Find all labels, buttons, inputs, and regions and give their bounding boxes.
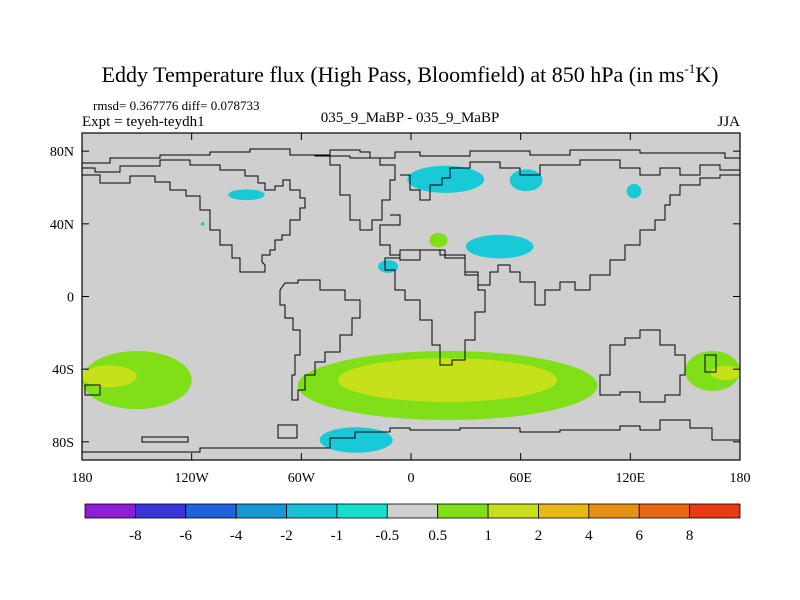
- new-zealand-coastline: [704, 354, 717, 373]
- southern-island-coastline: [141, 436, 189, 443]
- colorbar-label: 2: [535, 528, 543, 544]
- x-tick-label: 60E: [509, 471, 532, 486]
- colorbar-swatch: [386, 503, 439, 519]
- chart-title: Eddy Temperature flux (High Pass, Bloomf…: [102, 61, 719, 87]
- colorbar-swatch: [638, 503, 691, 519]
- colorbar-swatch: [487, 503, 539, 519]
- colorbar-label: -6: [180, 528, 193, 544]
- region-greenland-sea-negative: [407, 165, 485, 193]
- eurasia-coastline: [400, 159, 740, 201]
- coastlines: [82, 148, 740, 453]
- asia-south-coastline: [379, 174, 740, 306]
- colorbar-label: 1: [484, 528, 492, 544]
- australia-coastline: [599, 329, 686, 403]
- y-tick-label: 80N: [50, 145, 74, 160]
- colorbar-label: -1: [331, 528, 344, 544]
- colorbar-swatch: [437, 503, 489, 519]
- south-america-coastline: [279, 279, 361, 401]
- season-label: JJA: [717, 114, 740, 130]
- region-southern-ocean-band-west-core: [82, 365, 137, 388]
- colorbar-swatch: [538, 503, 590, 519]
- colorbar-label: 0.5: [428, 528, 447, 544]
- africa-coastline: [384, 249, 486, 366]
- colorbar-label: -8: [129, 528, 142, 544]
- chart-title-tail: K): [695, 62, 718, 87]
- x-tick-label: 120E: [616, 471, 646, 486]
- colorbar-label: -0.5: [375, 528, 399, 544]
- colorbar-swatch: [588, 503, 640, 519]
- north-america-coastline: [82, 159, 306, 273]
- subtitle: 035_9_MaBP - 035_9_MaBP: [321, 110, 500, 126]
- colorbar-swatch: [84, 503, 136, 519]
- x-tick-label: 180: [730, 471, 751, 486]
- experiment-label: Expt = teyeh-teydh1: [82, 114, 205, 130]
- region-tiny-negative: [200, 222, 205, 226]
- x-tick-label: 180: [72, 471, 93, 486]
- region-east-asia-negative: [626, 183, 642, 199]
- chart-title-main: Eddy Temperature flux (High Pass, Bloomf…: [102, 62, 685, 87]
- region-southern-ocean-core-atlantic-indian: [337, 358, 558, 402]
- x-axis: 180 120W 60W 0 60E 120E 180: [72, 133, 751, 486]
- colorbar-label: 4: [585, 528, 593, 544]
- region-southern-ocean-core-east: [710, 365, 741, 381]
- colorbar-swatch: [689, 503, 741, 519]
- y-tick-label: 40N: [50, 218, 74, 233]
- arctic-coastline: [82, 148, 740, 164]
- y-tick-label: 40S: [52, 363, 74, 378]
- y-axis: 80N 40N 0 40S 80S: [50, 145, 740, 451]
- stats-text: rmsd= 0.367776 diff= 0.078733: [93, 98, 259, 113]
- colorbar: -8 -6 -4 -2 -1 -0.5 0.5 1 2 4 6 8: [84, 503, 741, 544]
- y-tick-label: 0: [67, 291, 74, 306]
- antarctica-coastline: [82, 419, 740, 453]
- region-north-atlantic-negative: [228, 189, 265, 201]
- colorbar-label: 6: [635, 528, 643, 544]
- colorbar-label: -4: [230, 528, 243, 544]
- colorbar-swatch: [286, 503, 338, 519]
- colorbar-swatch: [185, 503, 237, 519]
- colorbar-swatch: [336, 503, 388, 519]
- colorbar-label: -2: [280, 528, 293, 544]
- y-tick-label: 80S: [52, 436, 74, 451]
- anomaly-regions: [82, 165, 741, 453]
- region-siberia-negative: [465, 234, 534, 259]
- colorbar-swatch: [235, 503, 287, 519]
- x-tick-label: 120W: [175, 471, 210, 486]
- chart-title-superscript: -1: [684, 61, 695, 76]
- x-tick-label: 60W: [288, 471, 316, 486]
- region-central-asia-positive: [429, 232, 448, 248]
- colorbar-label: 8: [686, 528, 694, 544]
- x-tick-label: 0: [408, 471, 415, 486]
- colorbar-swatch: [134, 503, 187, 519]
- greenland-coastline: [314, 154, 396, 231]
- region-antarctic-negative: [319, 427, 393, 453]
- region-arctic-negative: [509, 169, 543, 192]
- small-island-coastline: [277, 424, 298, 439]
- west-island-coastline: [84, 384, 101, 396]
